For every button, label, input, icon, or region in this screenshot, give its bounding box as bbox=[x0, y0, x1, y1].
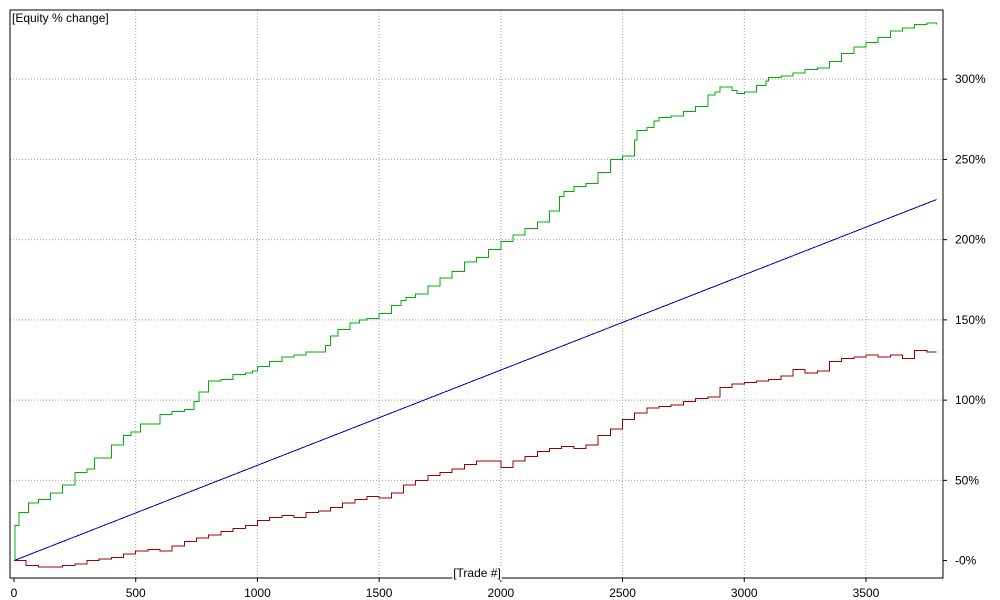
tick-layer: 0 500 1000 1500 2000 2500 3000 3500 -0% 50% 100% 15… bbox=[11, 72, 986, 600]
y-tick-label: 250% bbox=[955, 152, 986, 166]
series-layer bbox=[13, 22, 938, 568]
x-tick-label: 500 bbox=[126, 586, 146, 600]
plot-frame bbox=[9, 9, 944, 579]
x-tick-label: 1000 bbox=[244, 586, 271, 600]
x-tick-label: 2500 bbox=[609, 586, 636, 600]
x-axis-label: [Trade #] bbox=[453, 566, 501, 580]
chart-title: [Equity % change] bbox=[12, 11, 109, 25]
x-tick-label: 2000 bbox=[487, 586, 514, 600]
series-line bbox=[13, 199, 937, 562]
y-tick-label: 100% bbox=[955, 393, 986, 407]
y-tick-label: 50% bbox=[955, 473, 979, 487]
grid-layer bbox=[10, 10, 943, 578]
x-tick-label: 3000 bbox=[731, 586, 758, 600]
x-tick-label: 0 bbox=[11, 586, 18, 600]
series-line bbox=[14, 349, 937, 568]
y-tick-label: 300% bbox=[955, 72, 986, 86]
x-tick-label: 3500 bbox=[853, 586, 880, 600]
x-axis-label-background bbox=[452, 566, 502, 580]
x-tick-label: 1500 bbox=[366, 586, 393, 600]
series-line bbox=[14, 22, 938, 562]
y-tick-label: 200% bbox=[955, 233, 986, 247]
y-tick-label: 150% bbox=[955, 313, 986, 327]
y-tick-label: -0% bbox=[955, 554, 977, 568]
